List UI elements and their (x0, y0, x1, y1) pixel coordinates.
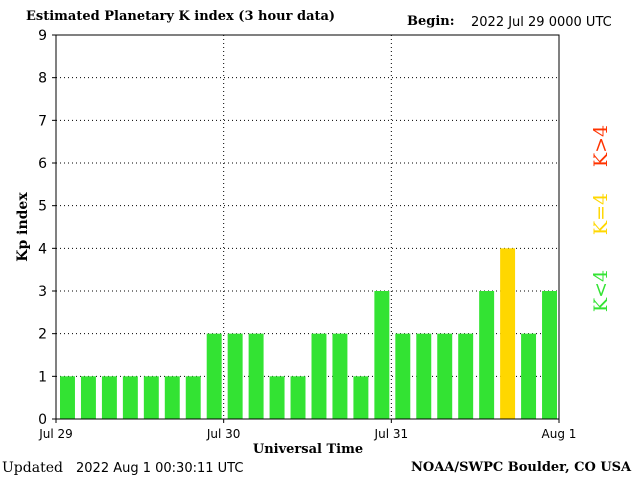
kp-bar (353, 376, 369, 419)
x-ticks: Jul 29 Jul 30 Jul 31 Aug 1 (38, 419, 576, 441)
plot-frame (55, 34, 560, 420)
legend-low-label: K<4 (590, 269, 612, 313)
kp-bar (122, 376, 138, 419)
credit-line: NOAA/SWPC Boulder, CO USA (411, 460, 632, 475)
kp-bar (80, 376, 96, 419)
y-ticks: 0 1 2 3 4 5 6 7 8 9 (38, 28, 56, 428)
legend-mid: K=4 (581, 192, 621, 236)
kp-bar (374, 291, 390, 419)
kp-bar (185, 376, 201, 419)
kp-bar (143, 376, 159, 419)
y-tick-label: 9 (38, 28, 47, 44)
x-tick-label: Jul 30 (206, 427, 241, 441)
kp-bar (395, 333, 411, 419)
kp-bar (311, 333, 327, 419)
kp-bar (101, 376, 117, 419)
y-tick-label: 7 (38, 113, 47, 129)
begin-value: 2022 Jul 29 0000 UTC (471, 15, 612, 30)
y-tick-label: 2 (38, 327, 47, 343)
y-axis-label: Kp index (15, 192, 31, 262)
legend-mid-label: K=4 (590, 192, 612, 236)
kp-bar (164, 376, 180, 419)
x-tick-label: Jul 31 (374, 427, 409, 441)
kp-bar (332, 333, 348, 419)
x-tick-label: Aug 1 (542, 427, 577, 441)
legend-high-label: K>4 (590, 124, 612, 168)
kp-bar (206, 333, 222, 419)
kp-bar (227, 333, 243, 419)
kp-bar (458, 333, 474, 419)
y-tick-label: 3 (38, 284, 47, 300)
bars (60, 248, 557, 419)
kp-bar (521, 333, 537, 419)
updated-label: Updated (2, 460, 63, 476)
kp-bar (60, 376, 75, 419)
updated-value: 2022 Aug 1 00:30:11 UTC (76, 461, 244, 476)
y-tick-label: 4 (38, 241, 47, 257)
legend-high: K>4 (581, 124, 621, 168)
y-tick-label: 6 (38, 156, 47, 172)
grid-lines (56, 35, 559, 419)
y-tick-label: 1 (38, 369, 47, 385)
kp-bar (290, 376, 306, 419)
kp-bar (542, 291, 557, 419)
chart-title: Estimated Planetary K index (3 hour data… (26, 9, 336, 24)
x-tick-label: Jul 29 (38, 427, 73, 441)
kp-bar (479, 291, 495, 419)
kp-bar (248, 333, 264, 419)
kp-bar (416, 333, 432, 419)
y-tick-label: 5 (38, 199, 47, 215)
kp-bar (269, 376, 285, 419)
y-tick-label: 8 (38, 71, 47, 87)
begin-label: Begin: (407, 14, 455, 29)
y-tick-label: 0 (38, 412, 47, 428)
x-axis-label: Universal Time (253, 442, 363, 457)
kp-bar (500, 248, 516, 419)
legend-low: K<4 (581, 269, 621, 313)
kp-bar (437, 333, 453, 419)
